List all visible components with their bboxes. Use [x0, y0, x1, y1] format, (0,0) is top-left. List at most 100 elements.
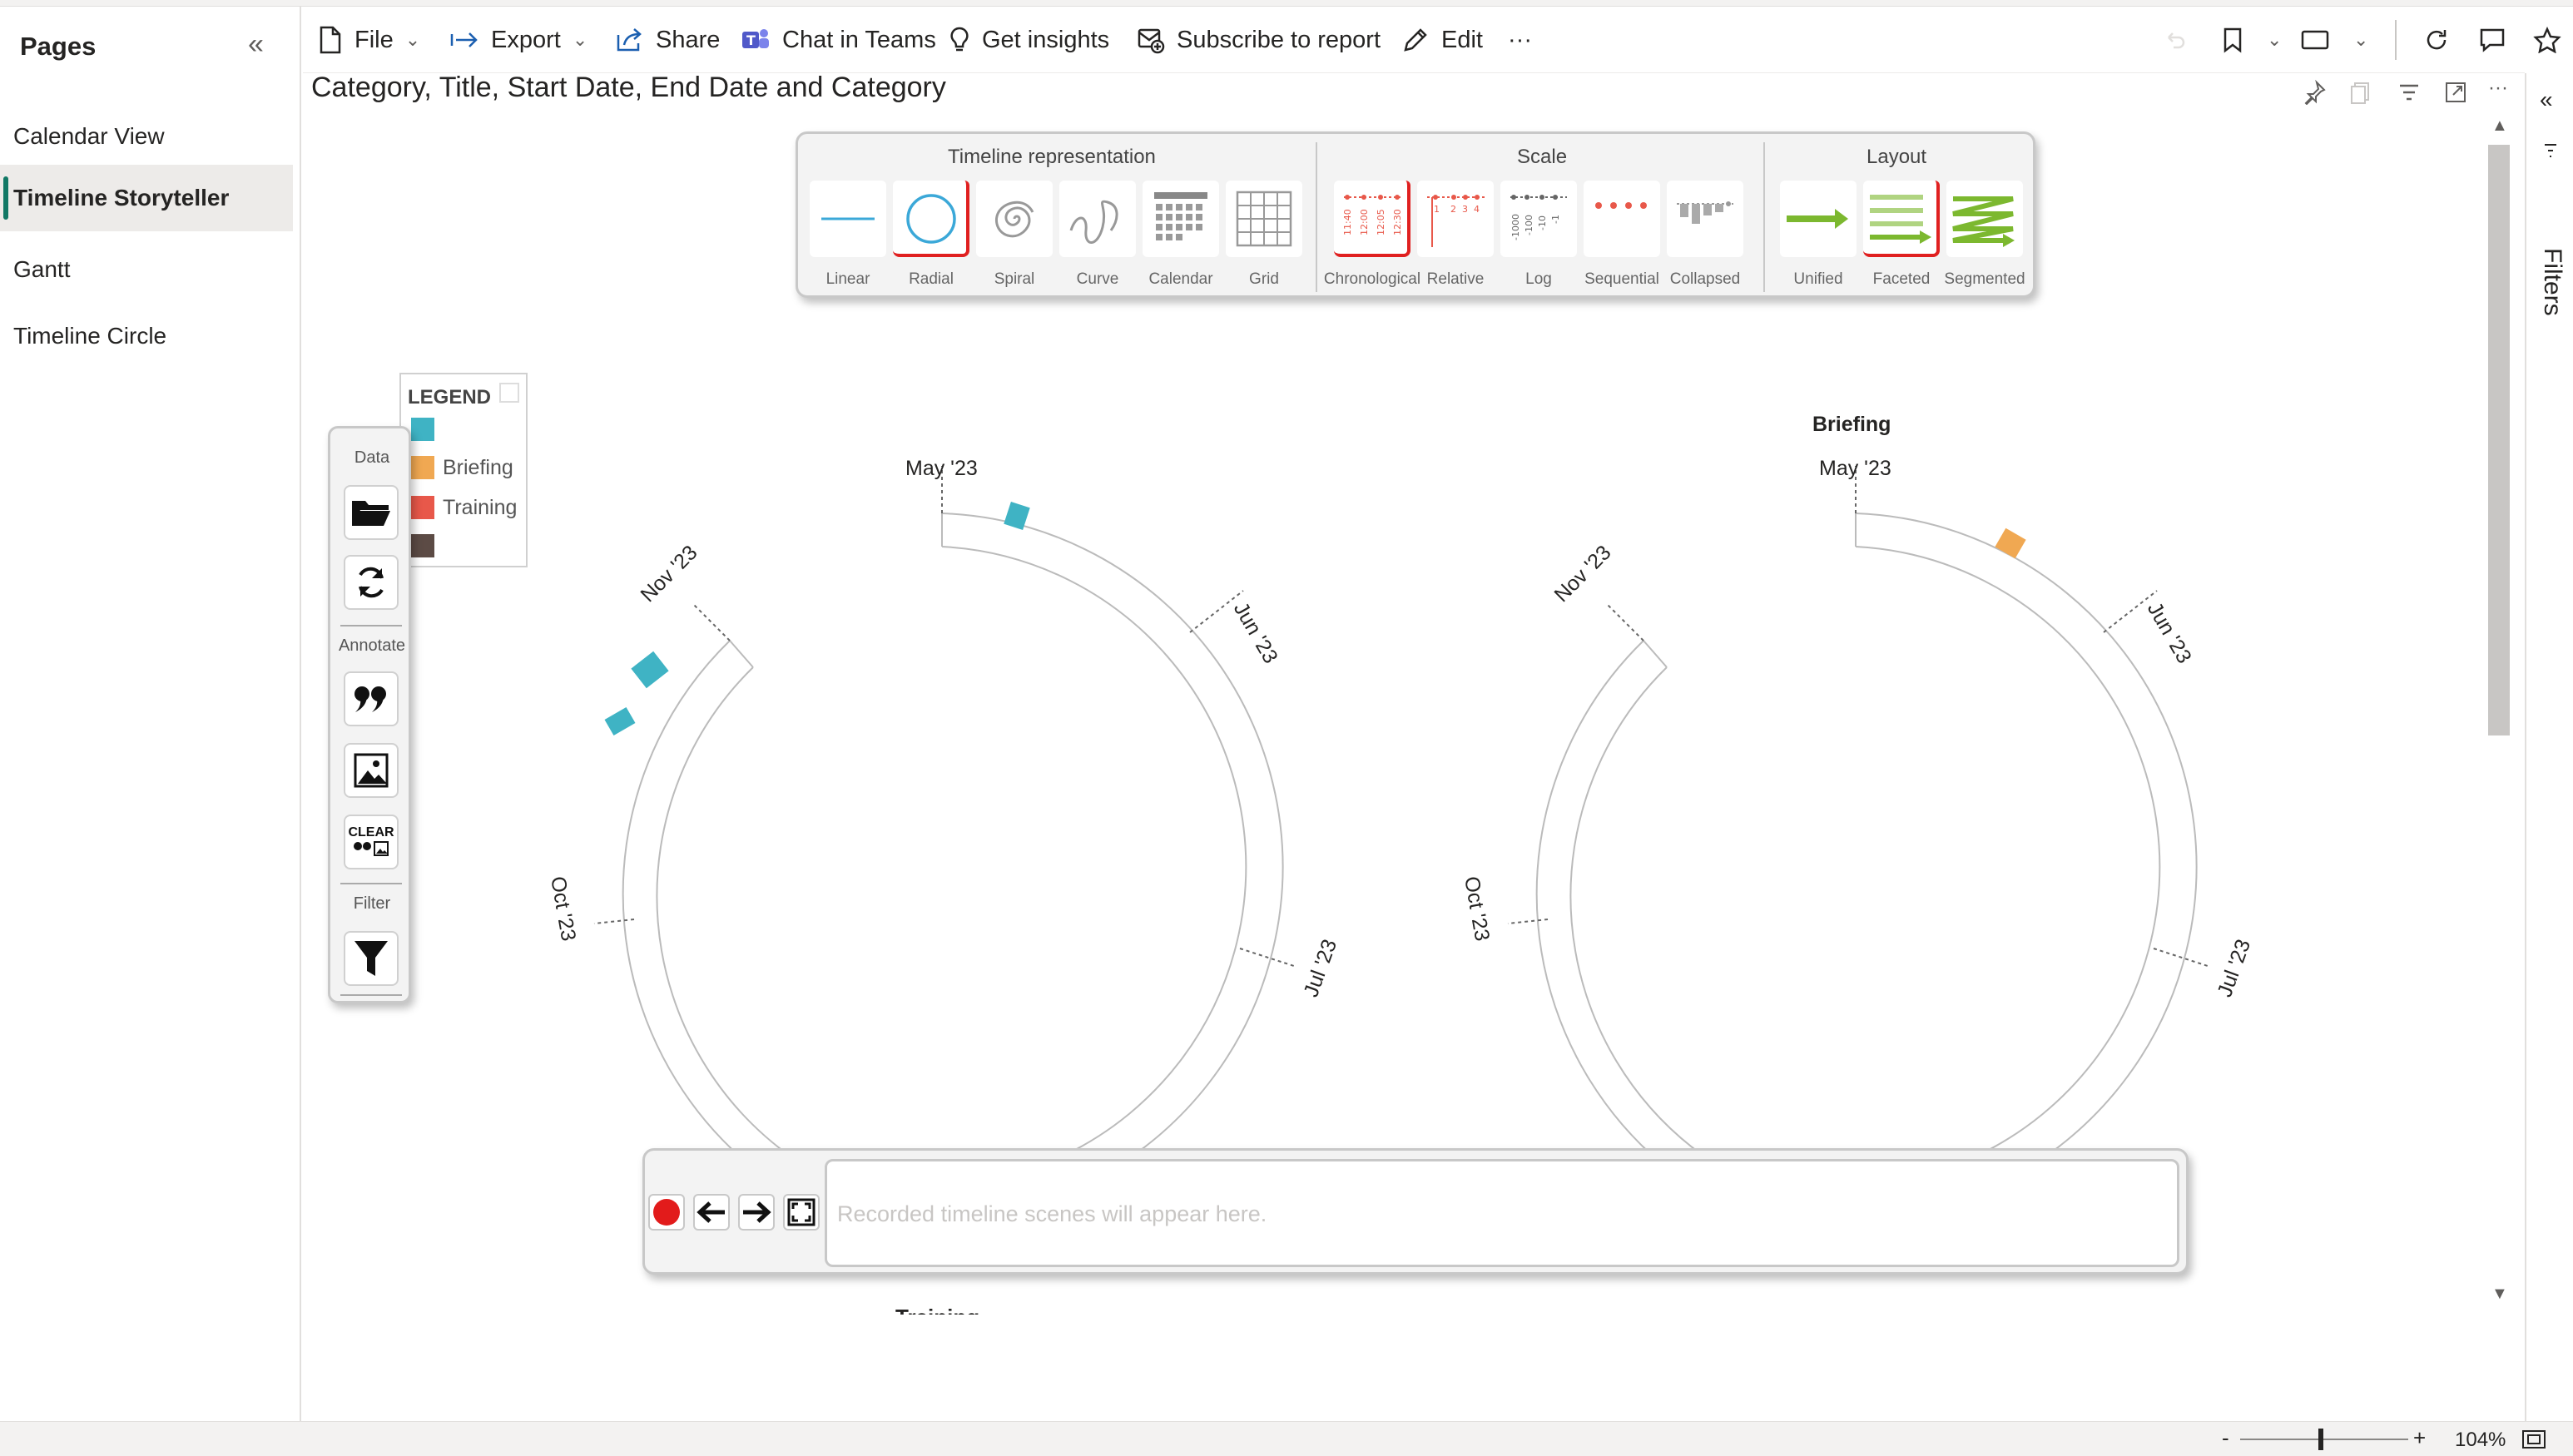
scroll-up-arrow-icon[interactable]: ▲ — [2491, 116, 2508, 135]
edit-button[interactable]: Edit — [1401, 20, 1483, 60]
grid-label: Grid — [1249, 270, 1279, 288]
filters-label[interactable]: Filters — [2539, 248, 2566, 316]
bookmark-menu[interactable]: ⌄ — [2222, 20, 2282, 60]
subscribe-icon — [1138, 28, 1165, 54]
export-menu[interactable]: Export ⌄ — [449, 20, 587, 60]
filter-button[interactable] — [344, 931, 399, 986]
sequential-label: Sequential — [1584, 270, 1659, 288]
segmented-label: Segmented — [1944, 270, 2025, 288]
subscribe-to-report-button[interactable]: Subscribe to report — [1137, 20, 1381, 60]
favorite-star-icon[interactable] — [2533, 20, 2573, 60]
fit-to-page-icon[interactable] — [2521, 1429, 2546, 1454]
sequential-icon — [1595, 202, 1647, 209]
zoom-in-button[interactable]: + — [2413, 1425, 2427, 1450]
relative-tick-label: 3 — [1462, 204, 1468, 215]
more-options-button[interactable]: ··· — [1508, 26, 1532, 53]
radial-icon — [906, 194, 956, 244]
view-menu[interactable]: ⌄ — [2300, 20, 2368, 60]
page-item-calendar-view[interactable]: Calendar View — [13, 123, 165, 149]
comment-icon[interactable] — [2478, 20, 2518, 60]
scrollbar-thumb[interactable] — [2488, 145, 2510, 735]
month-label-jul: Jul '23 — [2213, 936, 2255, 1000]
fullscreen-icon — [787, 1198, 816, 1226]
next-scene-button[interactable] — [738, 1194, 775, 1231]
page-item-gantt[interactable]: Gantt — [13, 256, 71, 282]
curve-button[interactable] — [1059, 181, 1136, 257]
pin-visual-icon[interactable] — [2302, 79, 2327, 110]
clear-annotations-button[interactable]: CLEAR — [344, 815, 399, 869]
share-button[interactable]: Share — [616, 20, 720, 60]
month-label-jun: Jun '23 — [1229, 598, 1282, 667]
recorded-scenes-area[interactable]: Recorded timeline scenes will appear her… — [825, 1159, 2179, 1267]
chronological-icon: 11:40 12:00 12:05 12:30 — [1342, 195, 1403, 235]
chevron-down-icon: ⌄ — [2267, 29, 2283, 50]
refresh-icon[interactable] — [2423, 20, 2461, 60]
legend-label: Training — [443, 496, 518, 519]
collapsed-button[interactable] — [1667, 181, 1743, 257]
log-tick-label: -100 — [1524, 215, 1534, 235]
segmented-button[interactable] — [1946, 181, 2023, 257]
timeline-event[interactable] — [604, 706, 636, 736]
visual-more-options-icon[interactable]: ··· — [2488, 77, 2508, 99]
spiral-label: Spiral — [994, 270, 1035, 288]
expand-filters-icon[interactable]: « — [2540, 87, 2553, 112]
tick-jul — [1239, 948, 1297, 968]
zoom-out-button[interactable]: - — [2222, 1425, 2229, 1450]
timeline-event[interactable] — [1995, 527, 2026, 559]
radial-button[interactable] — [893, 181, 969, 257]
record-scene-button[interactable] — [648, 1194, 685, 1231]
page-item-timeline-circle[interactable]: Timeline Circle — [13, 323, 167, 349]
legend-label: Briefing — [443, 456, 513, 479]
relative-button[interactable]: 1 2 3 4 — [1417, 181, 1494, 257]
legend-toggle-checkbox[interactable] — [499, 383, 519, 403]
chronological-button[interactable]: 11:40 12:00 12:05 12:30 — [1334, 181, 1410, 257]
linear-button[interactable] — [810, 181, 886, 257]
grid-button[interactable] — [1226, 181, 1302, 257]
zoom-slider-thumb[interactable] — [2318, 1429, 2323, 1450]
filter-pane-icon — [2541, 141, 2560, 160]
previous-scene-button[interactable] — [693, 1194, 730, 1231]
chronological-tick-label: 12:05 — [1376, 209, 1386, 235]
legend-swatch[interactable] — [411, 534, 434, 557]
legend-swatch[interactable] — [411, 456, 434, 479]
representation-panel: Timeline representation Scale Layout Lin… — [796, 131, 2035, 298]
add-image-button[interactable] — [344, 743, 399, 798]
page-item-timeline-storyteller[interactable]: Timeline Storyteller — [0, 165, 293, 231]
view-icon — [2301, 30, 2329, 50]
facet-title-briefing: Briefing — [1812, 413, 1891, 436]
log-button[interactable]: -1000 -100 -10 -1 — [1500, 181, 1577, 257]
focus-mode-icon[interactable] — [2443, 80, 2468, 110]
undo-icon[interactable] — [2162, 20, 2199, 60]
facet-1-left-cap — [729, 640, 754, 668]
svg-text:T: T — [746, 32, 756, 48]
spiral-button[interactable] — [976, 181, 1053, 257]
faceted-button[interactable] — [1863, 181, 1940, 257]
reload-data-button[interactable] — [344, 555, 399, 610]
zoom-slider-track[interactable] — [2240, 1439, 2408, 1440]
filter-visual-icon[interactable] — [2397, 80, 2422, 110]
visual-scrollbar[interactable]: ▲ ▼ — [2485, 116, 2513, 1315]
scroll-down-arrow-icon[interactable]: ▼ — [2491, 1285, 2508, 1303]
month-label-oct: Oct '23 — [1460, 874, 1494, 943]
sequential-button[interactable] — [1584, 181, 1660, 257]
collapse-pages-icon[interactable]: « — [248, 28, 264, 60]
relative-tick-label: 2 — [1450, 204, 1456, 215]
radial-label: Radial — [909, 270, 954, 288]
chat-in-teams-button[interactable]: T Chat in Teams — [741, 20, 936, 60]
file-menu[interactable]: File ⌄ — [318, 20, 420, 60]
edit-label: Edit — [1441, 26, 1483, 53]
get-insights-button[interactable]: Get insights — [949, 20, 1109, 60]
facet-2-left-cap — [1643, 640, 1668, 668]
legend-swatch[interactable] — [411, 496, 434, 519]
timeline-event[interactable] — [1004, 501, 1030, 531]
calendar-button[interactable] — [1143, 181, 1219, 257]
unified-button[interactable] — [1780, 181, 1857, 257]
timeline-event[interactable] — [631, 651, 669, 689]
copy-visual-icon[interactable] — [2348, 80, 2373, 110]
legend-swatch[interactable] — [411, 418, 434, 441]
fullscreen-button[interactable] — [783, 1194, 820, 1231]
record-icon — [653, 1199, 680, 1226]
filters-pane: « Filters — [2525, 73, 2573, 1421]
load-data-button[interactable] — [344, 485, 399, 540]
add-caption-button[interactable] — [344, 671, 399, 726]
